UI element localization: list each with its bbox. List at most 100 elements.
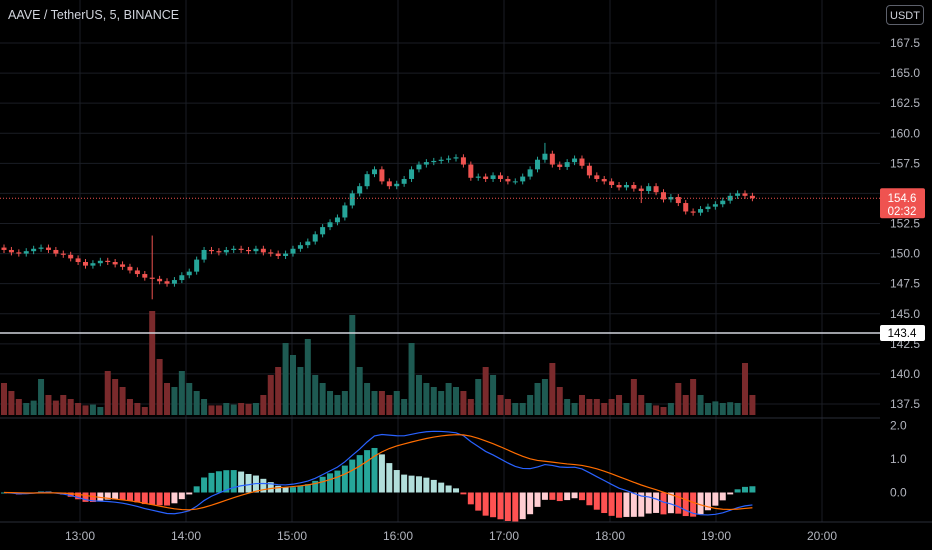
volume-bar [690, 379, 697, 415]
macd-histogram-bar [378, 454, 385, 493]
candle-body [312, 234, 318, 242]
macd-histogram-bar [215, 471, 222, 493]
volume-bar [208, 405, 215, 415]
candle-body [16, 252, 22, 254]
volume-bar [97, 407, 104, 415]
symbol-title: AAVE / TetherUS, 5, BINANCE [8, 8, 180, 22]
volume-bar [667, 403, 674, 415]
volume-bar [260, 395, 267, 415]
macd-histogram-bar [349, 459, 356, 493]
candle-body [283, 253, 289, 256]
macd-histogram-bar [186, 492, 193, 495]
candle-body [483, 176, 489, 179]
candle-body [720, 200, 726, 205]
volume-bar [719, 403, 726, 415]
volume-bar [378, 391, 385, 415]
time-tick-label: 13:00 [65, 529, 95, 543]
price-tick-label: 150.0 [890, 247, 920, 261]
macd-histogram-bar [608, 492, 615, 516]
candle-body [749, 195, 755, 199]
volume-bar [527, 395, 534, 415]
macd-histogram-bar [527, 492, 534, 515]
candle-body [609, 181, 615, 185]
candle-body [660, 192, 666, 200]
time-axis[interactable]: 13:00 14:00 15:00 16:00 17:00 18:00 19:00 20:00 [65, 529, 837, 543]
macd-histogram-bar [82, 492, 89, 502]
volume-bar [119, 387, 126, 415]
candle-body [68, 254, 74, 259]
macd-histogram-bar [467, 492, 474, 505]
volume-bar [193, 391, 200, 415]
macd-histogram-bar [393, 470, 400, 493]
macd-histogram-bar [504, 492, 511, 522]
currency-button[interactable]: USDT [886, 5, 924, 25]
macd-histogram-bar [675, 492, 682, 514]
candle-body [379, 169, 385, 182]
macd-histogram-bar [267, 482, 274, 493]
candle-body [149, 277, 155, 279]
candle-body [742, 193, 748, 196]
macd-histogram-bar [556, 492, 563, 502]
volume-bar [238, 403, 245, 415]
macd-histogram-bar [475, 492, 482, 511]
candle-body [616, 184, 622, 188]
candle-body [705, 206, 711, 210]
price-tick-label: 147.5 [890, 277, 920, 291]
hline-label-bg [880, 325, 925, 342]
price-tick-label: 157.5 [890, 156, 920, 170]
volume-bar [15, 399, 22, 415]
volume-bar [304, 339, 311, 415]
macd-histogram-bar [727, 492, 734, 495]
volume-bar [586, 399, 593, 415]
volume-bar [467, 399, 474, 415]
volume-bar [82, 405, 89, 415]
volume-bar [415, 375, 422, 415]
macd-histogram-bar [282, 487, 289, 493]
macd-histogram-bar [719, 492, 726, 501]
time-tick-label: 16:00 [383, 529, 413, 543]
volume-bar [704, 403, 711, 415]
macd-histogram-bar [223, 470, 230, 493]
volume-bar [356, 367, 363, 415]
volume-bar [319, 383, 326, 415]
volume-bar [727, 402, 734, 415]
candle-body [727, 195, 733, 201]
candle-body [45, 247, 51, 250]
volume-bar [653, 405, 660, 415]
volume-bar [349, 315, 356, 415]
price-tick-label: 160.0 [890, 126, 920, 140]
volume-bar [504, 399, 511, 415]
candles [0, 142, 880, 300]
candle-body [431, 160, 437, 163]
candle-body [142, 274, 148, 278]
volume-bar [453, 387, 460, 415]
volume-bar [289, 355, 296, 415]
candle-body [409, 169, 415, 179]
volume-bar [408, 343, 415, 415]
candle-body [349, 193, 355, 206]
macd-histogram-bar [371, 447, 378, 493]
candle-body [320, 227, 326, 235]
volume-bar [30, 400, 37, 415]
macd-histogram-bar [616, 492, 623, 518]
macd-histogram-bar [364, 450, 371, 493]
candle-body [735, 193, 741, 196]
candle-body [675, 197, 681, 204]
volume-bar [460, 391, 467, 415]
macd-histogram-bar [356, 455, 363, 493]
candle-body [586, 165, 592, 176]
volume-bar [364, 383, 371, 415]
candle-body [194, 259, 200, 272]
candle-body [186, 271, 192, 276]
volume-bar [734, 403, 741, 415]
volume-bar [682, 395, 689, 415]
candle-body [601, 178, 607, 182]
macd-histogram-bar [438, 482, 445, 493]
candle-body [1, 247, 7, 250]
time-tick-label: 14:00 [171, 529, 201, 543]
volume-bar [275, 367, 282, 415]
candle-body [631, 184, 637, 189]
volume-bar [1, 383, 7, 415]
